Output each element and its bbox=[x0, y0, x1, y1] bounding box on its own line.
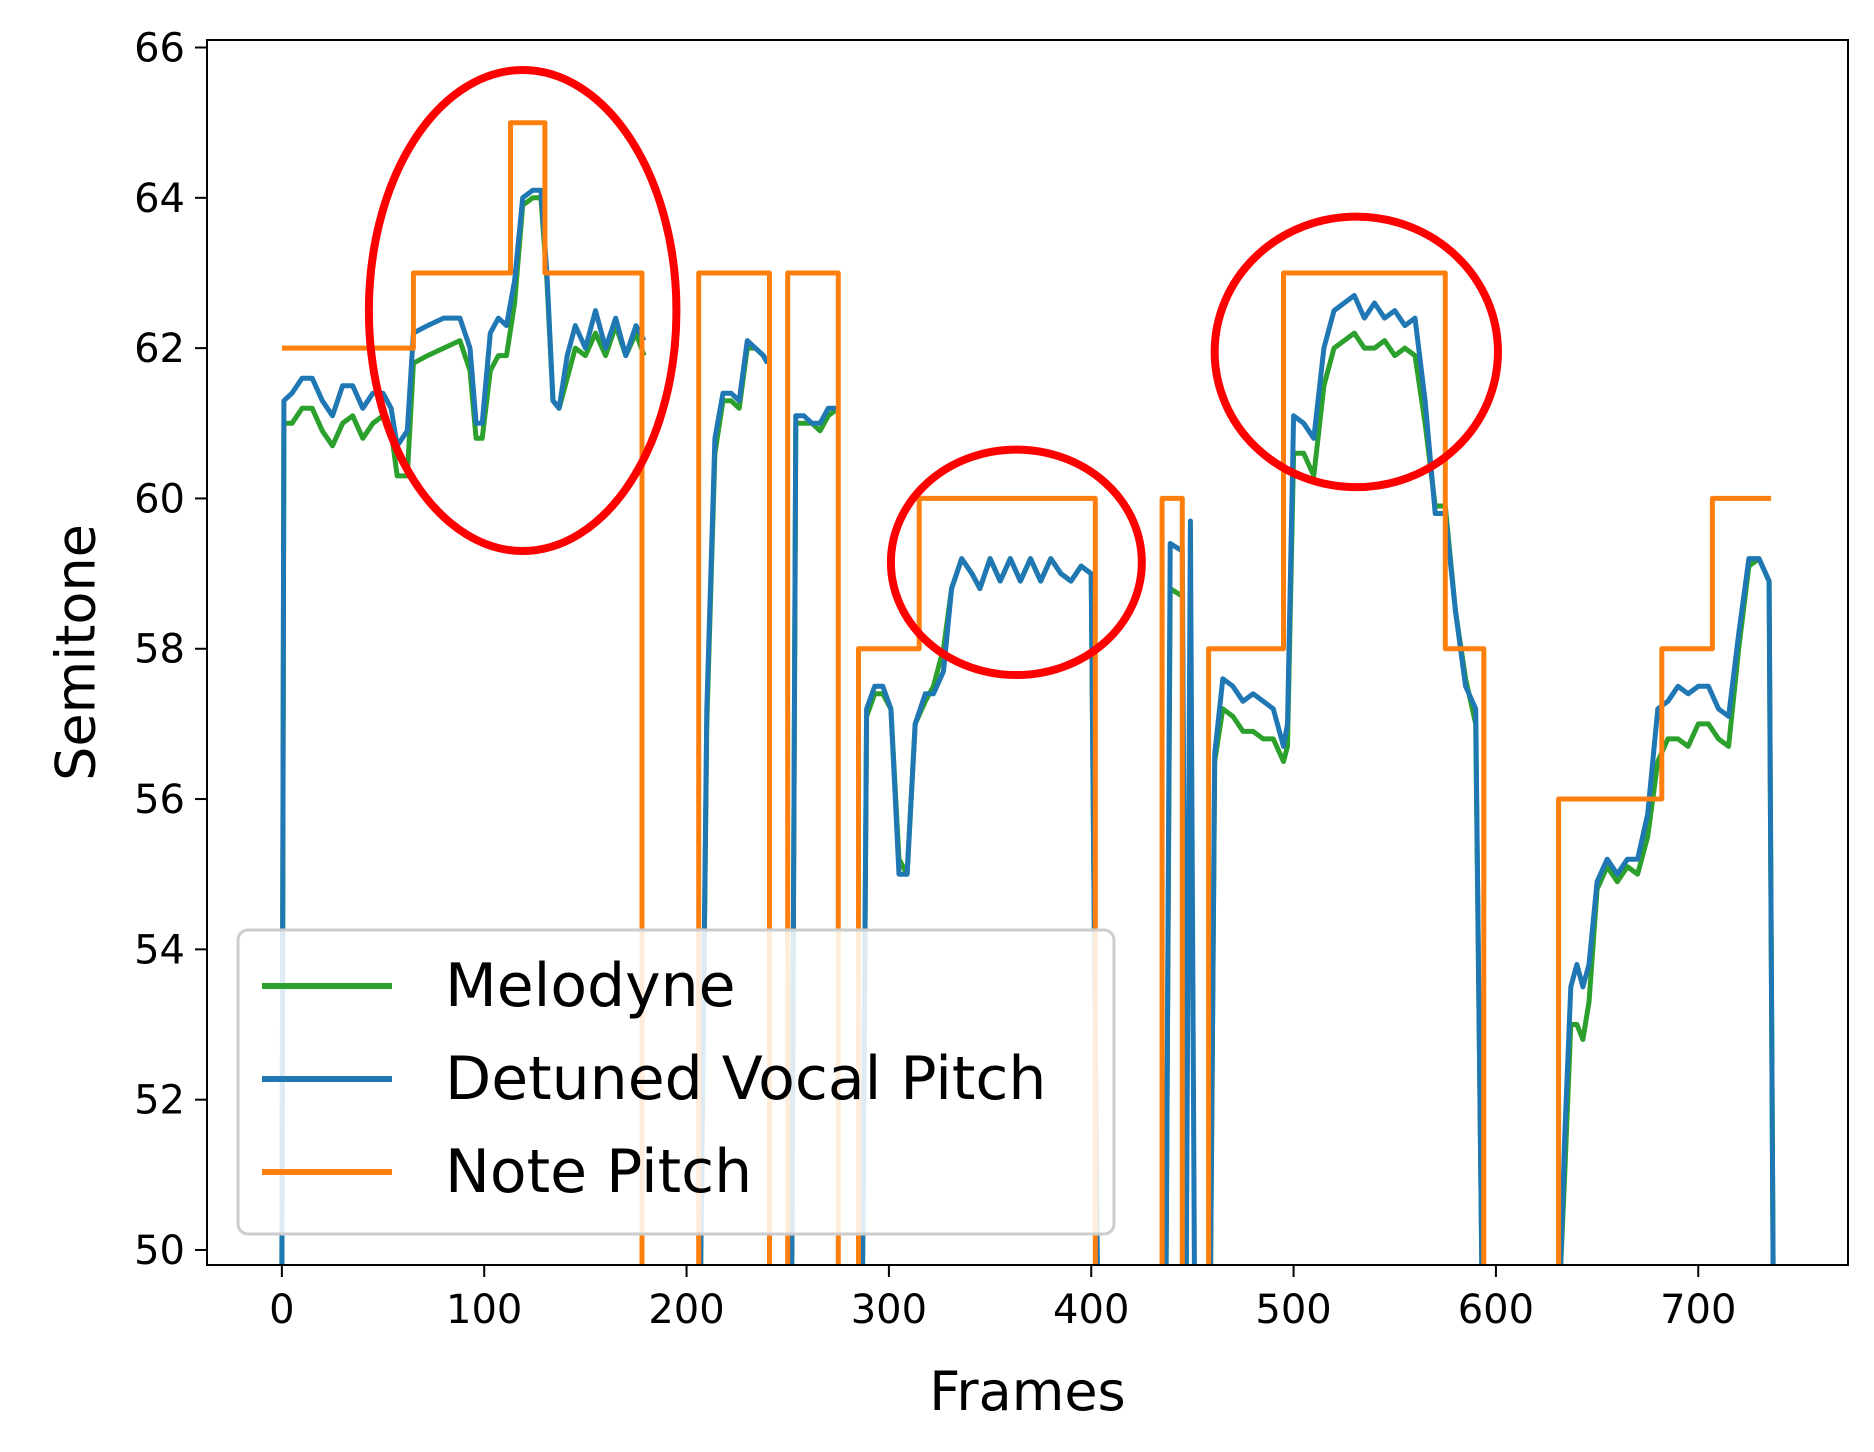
x-tick-label: 300 bbox=[851, 1287, 927, 1333]
series-line-1-3 bbox=[860, 556, 1100, 1265]
y-tick-label: 64 bbox=[134, 176, 185, 222]
legend-entry-label: Melodyne bbox=[445, 951, 736, 1021]
series-line-2-0 bbox=[281, 120, 645, 1265]
legend-entry-label: Detuned Vocal Pitch bbox=[445, 1044, 1046, 1114]
highlight-ellipse-1 bbox=[364, 66, 681, 556]
y-tick-label: 60 bbox=[134, 476, 185, 522]
series-line-1-0 bbox=[279, 187, 647, 1265]
x-tick-label: 500 bbox=[1255, 1287, 1331, 1333]
highlight-ellipse-2 bbox=[886, 445, 1146, 680]
series-layer bbox=[279, 120, 1776, 1265]
legend-box bbox=[236, 928, 1116, 1236]
legend-entry-label: Note Pitch bbox=[445, 1137, 752, 1207]
y-tick-label: 52 bbox=[134, 1078, 185, 1124]
y-tick-label: 56 bbox=[134, 777, 185, 823]
x-tick-label: 400 bbox=[1053, 1287, 1129, 1333]
y-tick-label: 62 bbox=[134, 326, 185, 372]
series-line-2-4 bbox=[1159, 495, 1185, 1265]
y-tick-label: 54 bbox=[134, 927, 185, 973]
series-line-1-2 bbox=[789, 405, 839, 1265]
series-line-2-1 bbox=[696, 270, 772, 1265]
series-detuned-vocal-pitch bbox=[279, 187, 1776, 1265]
y-tick-label: 58 bbox=[134, 627, 185, 673]
plot-frame bbox=[206, 39, 1849, 1266]
y-axis-ticks: 50 52 54 56 58 60 62 64 66 bbox=[134, 26, 207, 1274]
legend: Melodyne Detuned Vocal Pitch Note Pitch bbox=[236, 928, 1116, 1236]
series-line-2-5 bbox=[1206, 270, 1487, 1265]
series-line-1-5 bbox=[1208, 293, 1485, 1265]
y-tick-label: 66 bbox=[134, 26, 185, 72]
series-line-2-3 bbox=[856, 495, 1098, 1265]
y-axis-label: Semitone bbox=[45, 524, 108, 781]
x-tick-label: 200 bbox=[648, 1287, 724, 1333]
x-tick-label: 100 bbox=[446, 1287, 522, 1333]
y-tick-label: 50 bbox=[134, 1228, 185, 1274]
series-note-pitch bbox=[281, 120, 1772, 1265]
series-line-2-6 bbox=[1556, 495, 1772, 1265]
series-line-1-6 bbox=[1558, 556, 1776, 1265]
x-axis-label: Frames bbox=[929, 1360, 1125, 1423]
x-tick-label: 600 bbox=[1458, 1287, 1534, 1333]
series-line-1-1 bbox=[698, 338, 770, 1265]
x-tick-label: 700 bbox=[1660, 1287, 1736, 1333]
x-axis-ticks: 0 100 200 300 400 500 600 700 bbox=[269, 1265, 1736, 1333]
x-tick-label: 0 bbox=[269, 1287, 294, 1333]
series-line-0-0 bbox=[279, 195, 647, 1265]
series-line-2-2 bbox=[785, 270, 841, 1265]
annotation-layer bbox=[364, 66, 1502, 680]
highlight-ellipse-3 bbox=[1210, 212, 1502, 492]
